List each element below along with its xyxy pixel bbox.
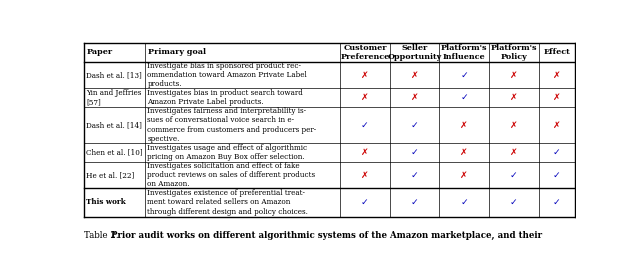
Text: This work: This work	[86, 199, 125, 206]
Text: ✓: ✓	[361, 198, 369, 207]
Text: He et al. [22]: He et al. [22]	[86, 171, 134, 179]
Text: ✓: ✓	[460, 198, 468, 207]
Text: ✗: ✗	[460, 148, 468, 157]
Text: ✗: ✗	[411, 70, 419, 79]
Text: ✓: ✓	[553, 171, 561, 179]
Text: Dash et al. [13]: Dash et al. [13]	[86, 71, 141, 79]
Text: Platform's
Policy: Platform's Policy	[491, 44, 537, 61]
Text: ✓: ✓	[361, 120, 369, 130]
Text: Customer
Preference: Customer Preference	[340, 44, 390, 61]
Text: Yin and Jeffries
[57]: Yin and Jeffries [57]	[86, 89, 141, 106]
Text: Table 2.: Table 2.	[84, 231, 124, 240]
Text: Investigates fairness and interpretability is-
sues of conversational voice sear: Investigates fairness and interpretabili…	[147, 107, 317, 143]
Text: Investigates bias in product search toward
Amazon Private Label products.: Investigates bias in product search towa…	[147, 89, 303, 106]
Text: Paper: Paper	[86, 48, 113, 56]
Text: ✗: ✗	[510, 148, 518, 157]
Text: Prior audit works on different algorithmic systems of the Amazon marketplace, an: Prior audit works on different algorithm…	[111, 231, 542, 240]
Text: ✓: ✓	[460, 70, 468, 79]
Text: ✓: ✓	[411, 198, 419, 207]
Text: ✗: ✗	[460, 120, 468, 130]
Text: Investigates existence of preferential treat-
ment toward related sellers on Ama: Investigates existence of preferential t…	[147, 189, 308, 216]
Text: ✓: ✓	[510, 171, 518, 179]
Text: ✓: ✓	[460, 93, 468, 102]
Text: ✗: ✗	[361, 70, 369, 79]
Text: ✗: ✗	[510, 70, 518, 79]
Text: Chen et al. [10]: Chen et al. [10]	[86, 148, 143, 157]
Text: ✗: ✗	[411, 93, 419, 102]
Text: Dash et al. [14]: Dash et al. [14]	[86, 121, 142, 129]
Text: ✓: ✓	[553, 148, 561, 157]
Text: Investigates usage and effect of algorithmic
pricing on Amazon Buy Box offer sel: Investigates usage and effect of algorit…	[147, 144, 307, 161]
Text: Effect: Effect	[543, 48, 570, 56]
Text: ✓: ✓	[411, 171, 419, 179]
Text: ✗: ✗	[361, 93, 369, 102]
Text: ✓: ✓	[411, 148, 419, 157]
Text: ✓: ✓	[553, 198, 561, 207]
Text: ✗: ✗	[553, 120, 561, 130]
Text: ✗: ✗	[361, 148, 369, 157]
Text: ✗: ✗	[510, 93, 518, 102]
Text: ✗: ✗	[460, 171, 468, 179]
Text: Primary goal: Primary goal	[148, 48, 206, 56]
Text: Seller
Opportunity: Seller Opportunity	[387, 44, 442, 61]
Text: Investigates solicitation and effect of fake
product reviews on sales of differe: Investigates solicitation and effect of …	[147, 162, 316, 188]
Text: Investigate bias in sponsored product rec-
ommendation toward Amazon Private Lab: Investigate bias in sponsored product re…	[147, 62, 307, 88]
Text: ✗: ✗	[553, 70, 561, 79]
Text: ✗: ✗	[361, 171, 369, 179]
Text: Platform's
Influence: Platform's Influence	[441, 44, 488, 61]
Text: ✓: ✓	[510, 198, 518, 207]
Text: ✗: ✗	[553, 93, 561, 102]
Text: ✗: ✗	[510, 120, 518, 130]
Text: ✓: ✓	[411, 120, 419, 130]
